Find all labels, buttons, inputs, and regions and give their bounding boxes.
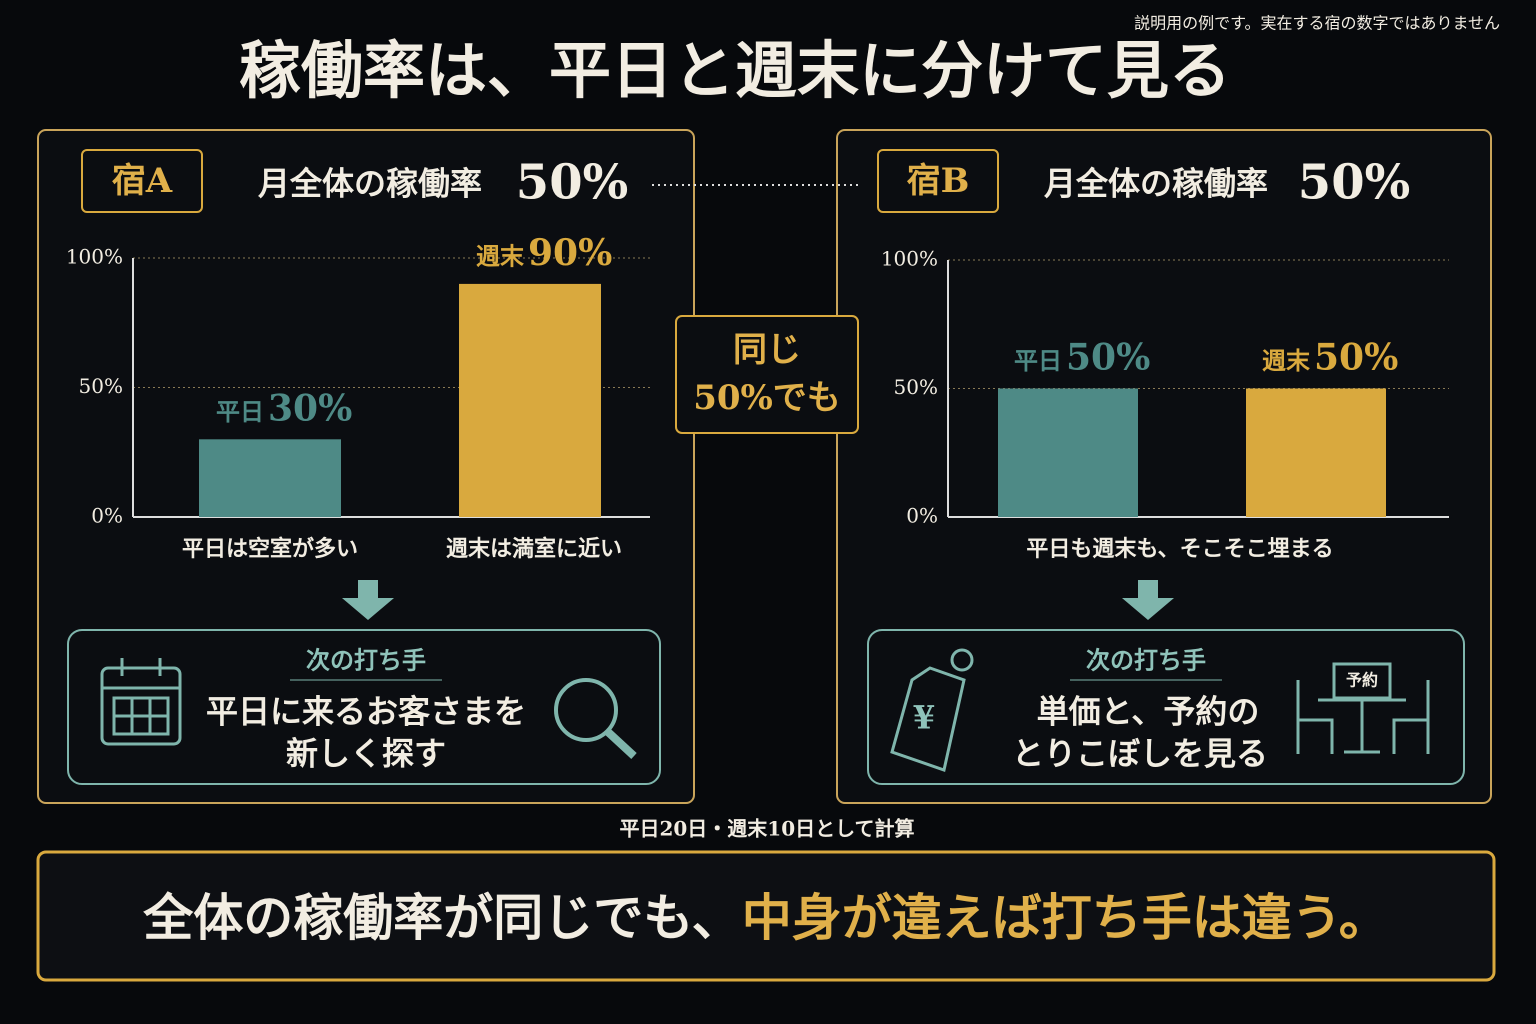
y-tick-label: 50% xyxy=(894,375,938,399)
next-box xyxy=(67,629,661,785)
panel-name: 宿A xyxy=(112,161,173,201)
calendar-icon xyxy=(100,658,182,746)
next-box xyxy=(867,629,1465,785)
category-label: 週末 xyxy=(476,241,525,270)
search-icon xyxy=(554,678,637,759)
category-label: 平日 xyxy=(1014,346,1062,375)
note: 説明用の例です。実在する宿の数字ではありません xyxy=(1134,14,1500,33)
next-label: 次の打ち手 xyxy=(1086,646,1206,675)
bar xyxy=(459,283,601,517)
value-label: 50% xyxy=(1066,337,1150,379)
caption: 平日も週末も、そこそこ埋まる xyxy=(1026,536,1333,562)
overall-value: 50% xyxy=(516,155,628,211)
name-box xyxy=(81,149,203,213)
name-box xyxy=(877,149,999,213)
bar xyxy=(998,388,1138,517)
next-line: 平日に来るお客さまを xyxy=(206,693,526,731)
y-tick-label: 0% xyxy=(91,504,123,528)
value-label: 50% xyxy=(1314,337,1398,379)
bar xyxy=(1246,388,1386,517)
banner-gold: 中身が違えば打ち手は違う。 xyxy=(742,888,1389,947)
panel-name: 宿B xyxy=(907,161,970,201)
caption: 平日は空室が多い xyxy=(182,536,358,562)
y-tick-label: 50% xyxy=(79,374,123,398)
svg-text:¥: ¥ xyxy=(913,699,935,737)
next-label: 次の打ち手 xyxy=(306,646,426,675)
footnote: 平日20日・週末10日として計算 xyxy=(619,817,914,841)
banner-white: 全体の稼働率が同じでも、 xyxy=(142,888,742,947)
panel-frame xyxy=(836,129,1492,804)
icon-text: 予約 xyxy=(1346,671,1378,690)
category-label: 週末 xyxy=(1262,346,1311,375)
y-tick-label: 0% xyxy=(906,504,938,528)
next-line: 新しく探す xyxy=(286,735,446,773)
next-line: 単価と、予約の xyxy=(1037,693,1260,731)
overall-label: 月全体の稼働率 xyxy=(1044,165,1268,203)
banner-text: 全体の稼働率が同じでも、中身が違えば打ち手は違う。 xyxy=(142,888,1389,947)
value-label: 30% xyxy=(268,387,352,429)
badge xyxy=(675,315,859,434)
panel-b: 宿B 月全体の稼働率 50% 平日も週末も、そこそこ埋まる 次の打ち手 単価と、… xyxy=(836,129,1492,804)
next-line: とりこぼしを見る xyxy=(1012,735,1268,773)
title: 稼働率は、平日と週末に分けて見る xyxy=(239,34,1231,107)
badge-text: 同じ xyxy=(733,330,801,370)
table-icon xyxy=(1296,662,1430,754)
banner xyxy=(36,850,1496,982)
overall-value: 50% xyxy=(1298,155,1410,211)
category-label: 平日 xyxy=(216,397,264,426)
value-label: 90% xyxy=(528,232,612,274)
arrow xyxy=(1122,580,1174,620)
y-tick-label: 100% xyxy=(66,245,123,269)
tag-icon: ¥ xyxy=(890,648,974,772)
overall-label: 月全体の稼働率 xyxy=(258,165,482,203)
arrow xyxy=(342,580,394,620)
bar xyxy=(199,439,341,517)
caption: 週末は満室に近い xyxy=(446,536,622,562)
y-tick-label: 100% xyxy=(881,247,938,271)
badge-text: 50%でも xyxy=(693,378,841,418)
